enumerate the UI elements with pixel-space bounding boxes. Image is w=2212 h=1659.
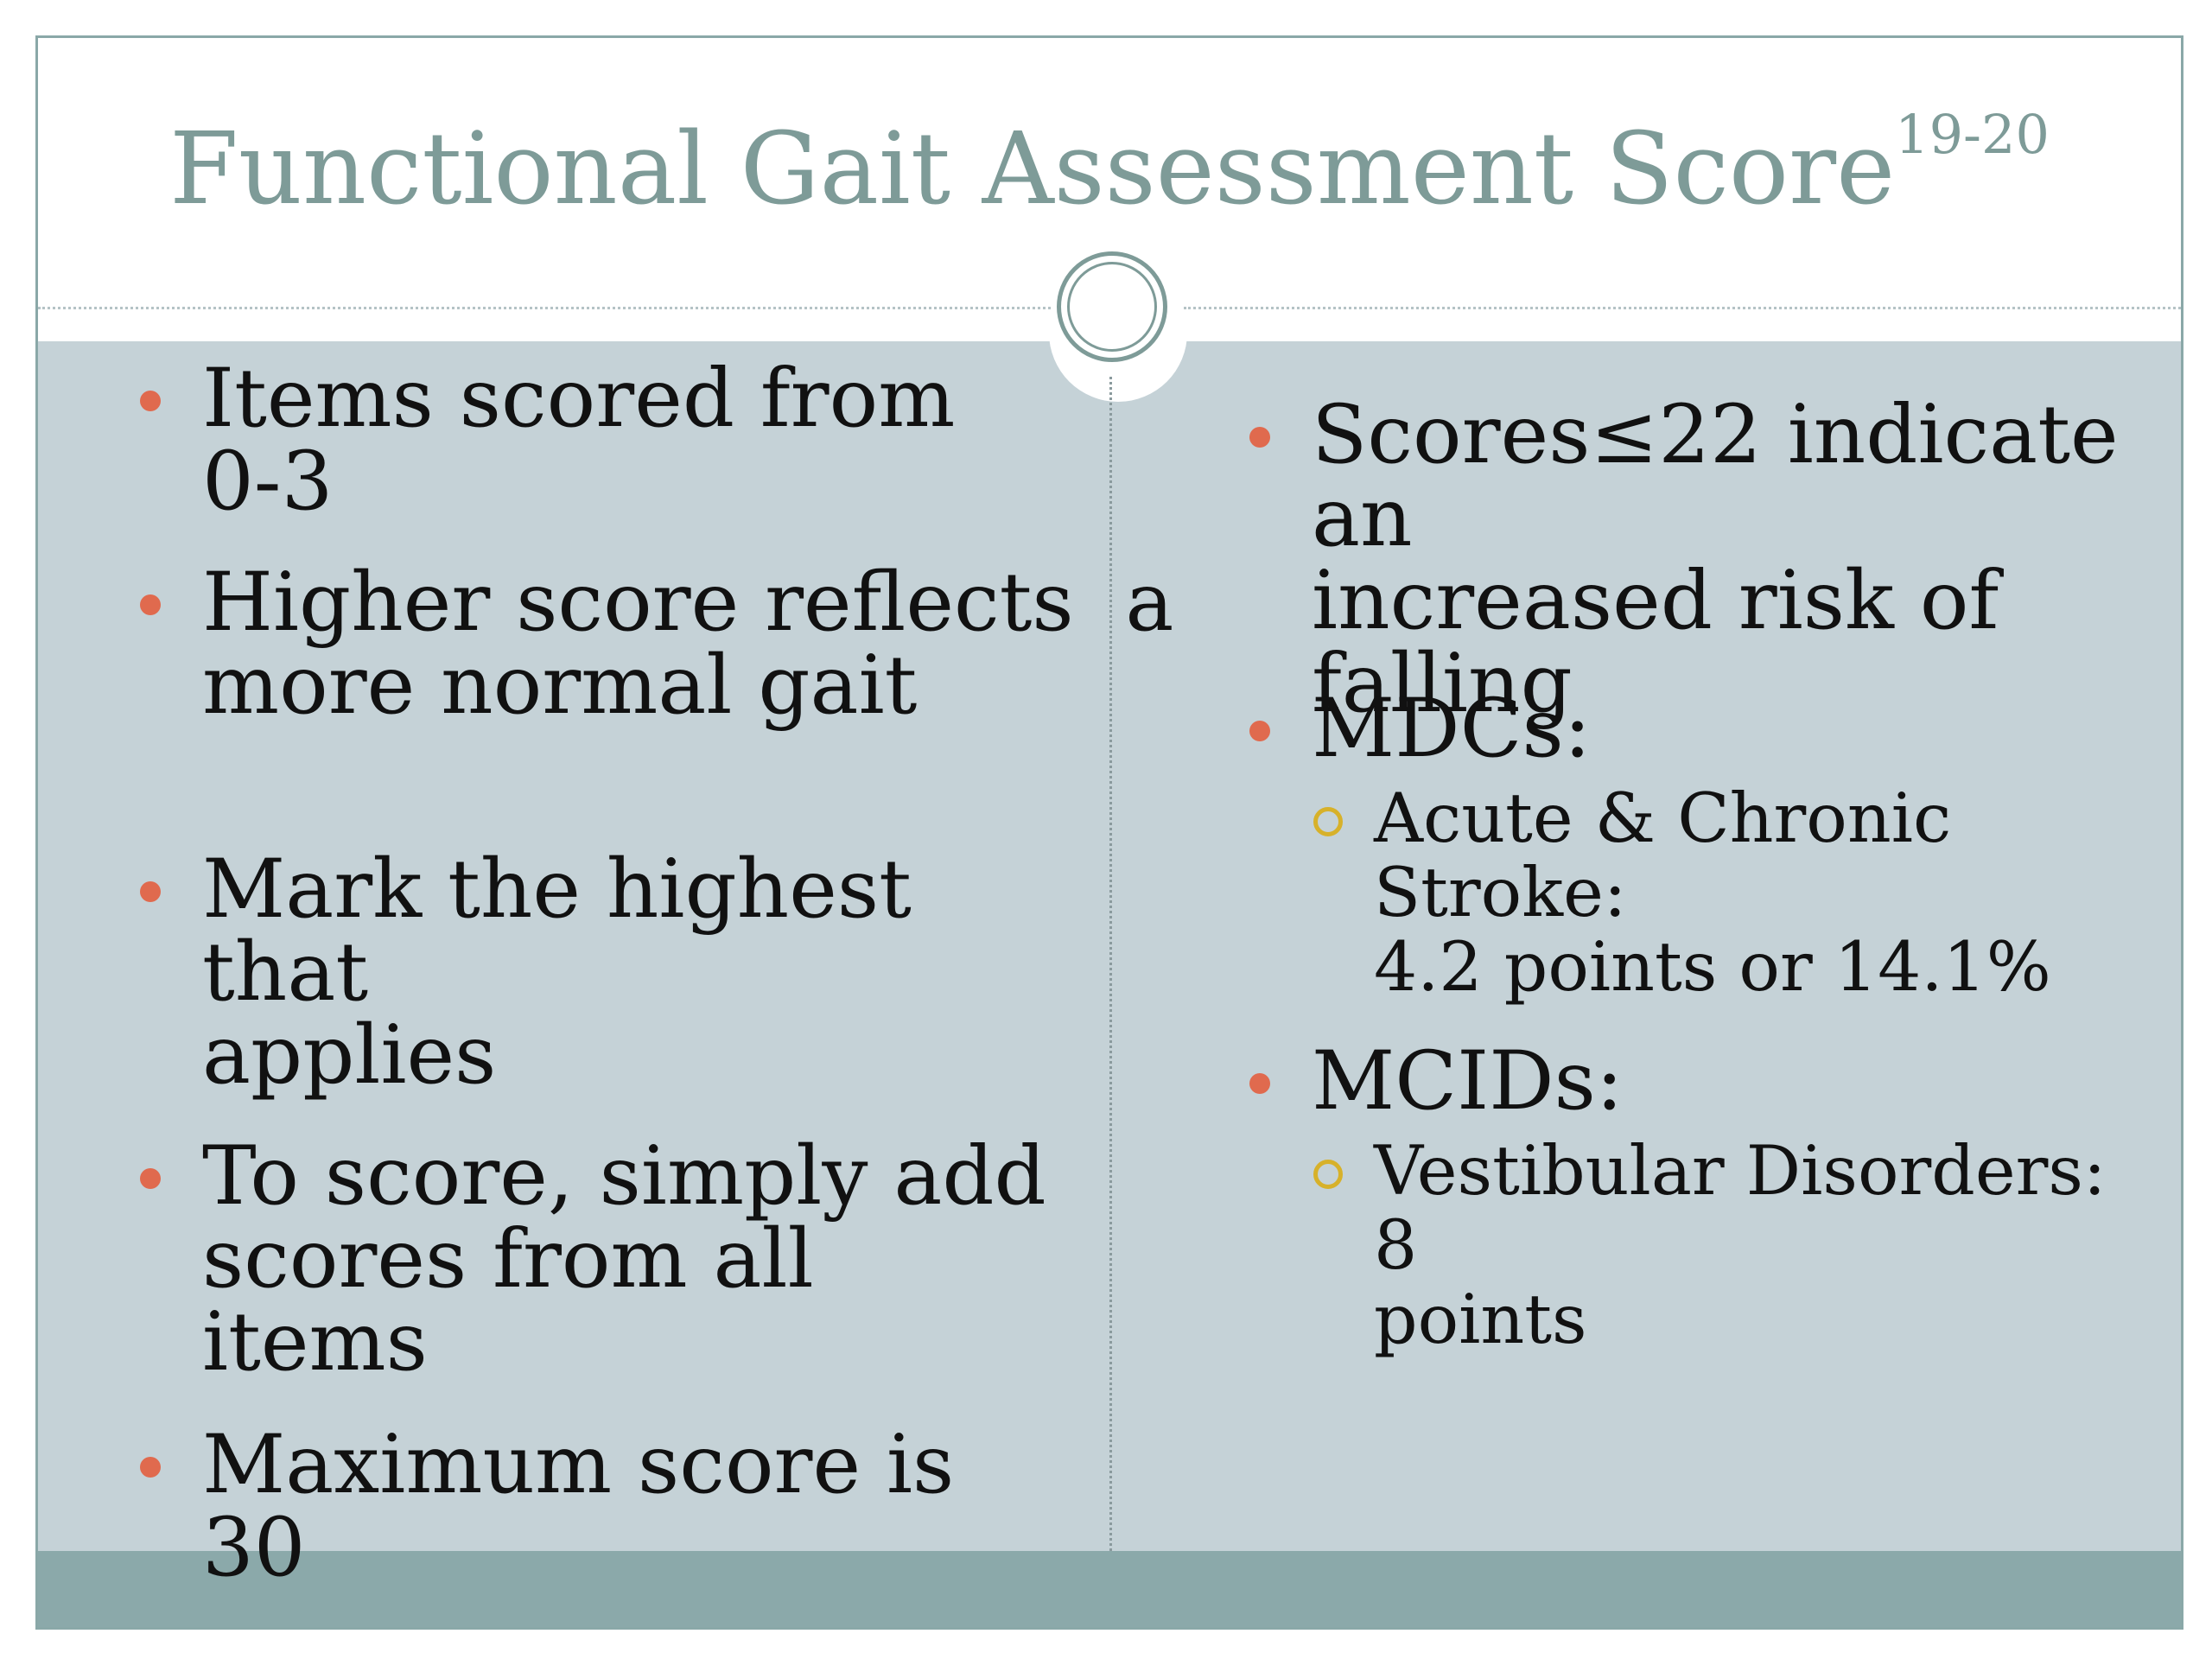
- bullet-line: MCIDs:: [1312, 1034, 1624, 1128]
- hollow-circle-icon: [1313, 807, 1343, 836]
- bullet-item: Maximum score is 30: [100, 1424, 1051, 1590]
- double-ring-inner-icon: [1067, 262, 1157, 352]
- bullet-line: applies: [202, 1008, 497, 1103]
- bullet-dot-icon: [140, 594, 161, 615]
- bullet-dot-icon: [1249, 1073, 1270, 1094]
- bullet-dot-icon: [1249, 427, 1270, 448]
- sub-bullet-item: Vestibular Disorders: 8 points: [1210, 1134, 2152, 1357]
- bullet-dot-icon: [140, 1168, 161, 1189]
- sub-bullet-line: Acute & Chronic Stroke:: [1374, 779, 1952, 932]
- bullet-item: MDCs:: [1210, 688, 2152, 771]
- bullet-item: Scores≤22 indicate an increased risk of …: [1210, 394, 2152, 726]
- title-citation-superscript: 19-20: [1895, 103, 2050, 166]
- bullet-item: Mark the highest that applies: [100, 849, 1051, 1097]
- bullet-line: Mark the highest that: [202, 842, 912, 1020]
- slide-title-text: Functional Gait Assessment Score: [169, 111, 1896, 227]
- footer-band: [38, 1551, 2181, 1627]
- sub-bullet-line: points: [1374, 1280, 1587, 1359]
- bullet-line: To score, simply add: [202, 1129, 1046, 1224]
- sub-bullet-line: Vestibular Disorders: 8: [1374, 1131, 2107, 1285]
- bullet-dot-icon: [140, 1457, 161, 1478]
- bullet-line: scores from all items: [202, 1212, 814, 1389]
- bullet-dot-icon: [140, 391, 161, 411]
- title-divider-right: [1184, 307, 2181, 309]
- bullet-line: more normal gait: [202, 639, 918, 733]
- slide: Functional Gait Assessment Score19-20 It…: [35, 35, 2183, 1630]
- bullet-line: MDCs:: [1312, 682, 1592, 776]
- double-ring-icon: [1057, 251, 1167, 362]
- bullet-line: increased risk of falling: [1312, 554, 1999, 731]
- bullet-line: Scores≤22 indicate an: [1312, 388, 2119, 565]
- bullet-dot-icon: [1249, 721, 1270, 741]
- bullet-item: Items scored from 0-3: [100, 358, 1051, 524]
- bullet-line: Maximum score is 30: [202, 1418, 955, 1595]
- bullet-item: Higher score reflects a more normal gait: [100, 556, 1174, 733]
- title-divider-left: [38, 307, 1051, 309]
- bullet-line: Items scored from 0-3: [202, 352, 956, 529]
- hollow-circle-icon: [1313, 1160, 1343, 1189]
- column-divider: [1109, 377, 1112, 1551]
- bullet-item: MCIDs:: [1210, 1040, 2152, 1123]
- sub-bullet-line: 4.2 points or 14.1%: [1374, 927, 2051, 1007]
- bullet-item: To score, simply add scores from all ite…: [100, 1135, 1051, 1384]
- bullet-dot-icon: [140, 881, 161, 902]
- bullet-line: Higher score reflects a: [202, 556, 1174, 650]
- sub-bullet-item: Acute & Chronic Stroke: 4.2 points or 14…: [1210, 781, 2152, 1004]
- slide-title: Functional Gait Assessment Score19-20: [38, 108, 2181, 219]
